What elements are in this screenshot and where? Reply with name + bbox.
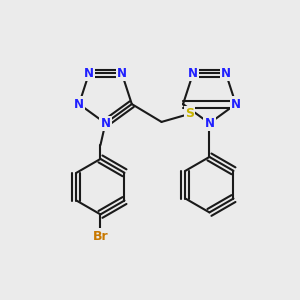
Text: N: N — [117, 67, 127, 80]
Text: N: N — [100, 117, 110, 130]
Text: N: N — [84, 67, 94, 80]
Text: Br: Br — [93, 230, 108, 243]
Text: N: N — [188, 67, 198, 80]
Text: N: N — [221, 67, 231, 80]
Text: N: N — [74, 98, 84, 111]
Text: S: S — [185, 107, 194, 121]
Text: N: N — [231, 98, 241, 111]
Text: N: N — [204, 117, 214, 130]
